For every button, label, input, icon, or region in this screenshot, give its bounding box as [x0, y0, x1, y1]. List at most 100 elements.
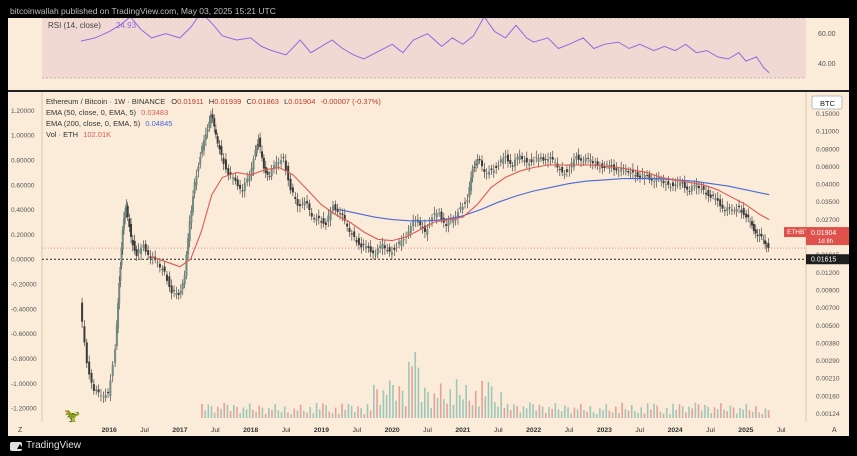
volume-bar [404, 406, 407, 418]
candle-body [693, 185, 696, 186]
candle-body [234, 177, 237, 181]
right-axis-tick: 0.00290 [816, 358, 840, 365]
candle-body [341, 213, 344, 215]
candle-body [224, 159, 227, 170]
legend-ema50: EMA (50, close, 0, EMA, 5) 0.03483 [46, 108, 168, 117]
volume-bar [634, 411, 636, 418]
volume-bar [459, 394, 461, 418]
candle-body [683, 181, 686, 188]
volume-bar [369, 410, 372, 418]
candle-body [756, 234, 759, 236]
symbol-tag-bg [784, 227, 816, 238]
candle-body [243, 182, 246, 192]
log-toggle[interactable]: Z [18, 427, 23, 434]
rsi-value: 24.93 [116, 21, 137, 30]
candle-body [514, 159, 517, 167]
volume-bar [414, 352, 417, 418]
candle-body [218, 144, 221, 150]
candle-body [431, 217, 434, 222]
candle-body [124, 211, 127, 219]
volume-bar [621, 402, 623, 418]
candle-body [716, 198, 719, 201]
volume-bar [742, 409, 744, 418]
candle-body [284, 160, 287, 171]
candle-body [107, 391, 110, 394]
candle-body [130, 224, 133, 237]
candle-body [605, 164, 608, 166]
candle-body [334, 204, 337, 211]
candle-body [188, 221, 191, 242]
left-axis-tick: -1.00000 [11, 381, 37, 388]
candle-body [322, 218, 325, 224]
candle-body [88, 361, 91, 375]
auto-toggle[interactable]: A [832, 427, 837, 434]
volume-bar [379, 404, 382, 418]
volume-bar [452, 404, 455, 418]
volume-bar [627, 410, 630, 418]
candle-body [596, 161, 599, 165]
candle-body [201, 146, 204, 154]
candle-body [742, 208, 745, 216]
candle-body [449, 219, 452, 221]
candle-body [246, 178, 249, 183]
volume-bar [723, 409, 725, 418]
candle-body [213, 118, 216, 127]
volume-bar [478, 406, 480, 418]
candle-body [558, 168, 561, 170]
candle-body [257, 140, 260, 144]
volume-bar [599, 408, 601, 418]
left-axis-tick: -0.80000 [11, 356, 37, 363]
candle-body [388, 247, 391, 252]
volume-bar [761, 414, 764, 418]
volume-bar [669, 414, 671, 418]
candle-body [657, 177, 660, 179]
candle-body [317, 215, 320, 219]
candle-body [587, 157, 590, 159]
volume-bar [344, 409, 347, 418]
volume-bar [331, 413, 334, 418]
volume-bar [665, 407, 668, 418]
candle-body [523, 160, 526, 162]
candle-body [95, 389, 98, 391]
last-price-tag-bg [806, 227, 849, 246]
candle-body [360, 243, 363, 248]
candle-body [355, 239, 358, 243]
left-axis-tick: 1.00000 [11, 133, 35, 140]
candle-body [702, 185, 705, 190]
volume-bar [656, 405, 658, 418]
right-axis-tick: 0.00160 [816, 393, 840, 400]
candle-body [296, 199, 299, 206]
candle-body [466, 200, 469, 203]
candle-body [241, 190, 244, 192]
x-axis-label: 2023 [597, 427, 612, 434]
candle-body [707, 189, 710, 197]
price-candles [81, 108, 770, 403]
rsi-tick-60: 60.00 [818, 31, 836, 38]
candle-body [111, 364, 114, 376]
candle-body [561, 166, 564, 173]
volume-bar [287, 412, 289, 418]
candle-body [643, 175, 646, 179]
right-axis-tick: 0.00900 [816, 287, 840, 294]
candle-body [631, 169, 634, 173]
rsi-pane: RSI (14, close) 24.93 60.00 40.00 [8, 18, 849, 90]
x-axis-label: 2019 [314, 427, 329, 434]
volume-bar [465, 385, 467, 418]
candle-body [421, 226, 424, 229]
candle-body [118, 282, 121, 304]
right-axis-tick: 0.06000 [816, 164, 840, 171]
x-axis-label: Jul [423, 427, 432, 434]
volume-bar [497, 406, 499, 418]
x-axis-label: 2018 [243, 427, 258, 434]
candle-body [662, 180, 665, 184]
candle-body [125, 204, 128, 215]
candle-body [262, 157, 265, 169]
main-pane: 1.20000 1.00000 0.80000 0.60000 0.40000 0.200… [11, 92, 849, 434]
candle-body [572, 159, 575, 168]
candle-body [255, 148, 258, 154]
candle-body [90, 372, 93, 383]
candle-body [398, 241, 401, 245]
candle-body [119, 266, 122, 282]
candle-body [331, 205, 334, 211]
volume-bar [570, 413, 573, 418]
